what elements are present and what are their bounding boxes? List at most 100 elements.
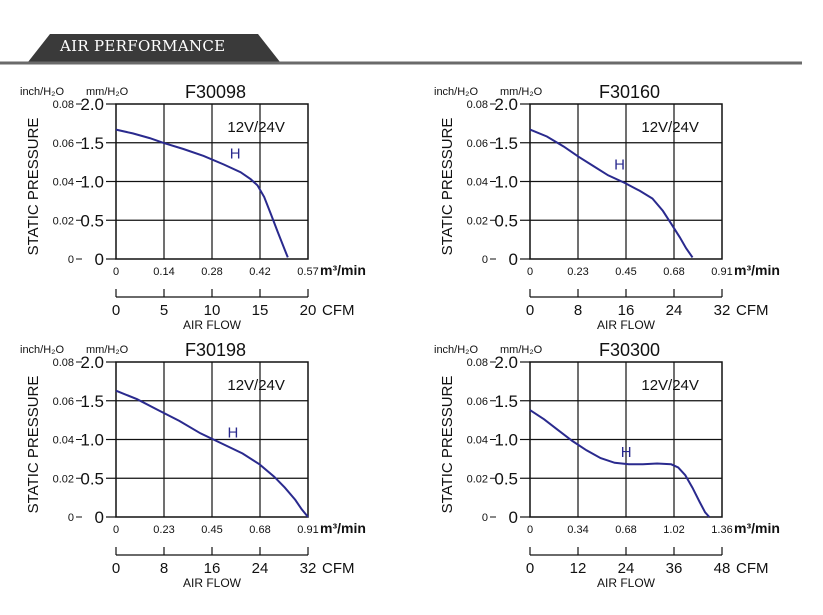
x-unit-m3-label: m³/min	[734, 520, 780, 536]
chart-svg: inch/H₂O mm/H₂O F30098 STATIC PRESSURE 2.0 0.…	[20, 82, 366, 332]
voltage-label: 12V/24V	[641, 119, 699, 136]
x-unit-m3-label: m³/min	[734, 262, 780, 278]
chart-svg: inch/H₂O mm/H₂O F30300 STATIC PRESSURE 2.0 0.…	[434, 340, 780, 590]
y-tick-label-inch: 0	[68, 512, 74, 524]
x-tick-label-cfm: 24	[618, 560, 635, 577]
section-title: AIR PERFORMANCE	[60, 37, 226, 55]
y-tick-label-mm: 0	[509, 508, 518, 527]
x-axis-label: AIR FLOW	[597, 576, 656, 590]
unit-inch-label: inch/H₂O	[20, 344, 64, 356]
curve-label: H	[621, 444, 632, 461]
chart-title: F30098	[185, 82, 246, 102]
y-tick-label-inch: 0	[68, 254, 74, 266]
x-unit-cfm-label: CFM	[322, 302, 355, 319]
y-tick-label-inch: 0.08	[53, 357, 74, 369]
y-tick-label-inch: 0	[482, 512, 488, 524]
y-tick-label-mm: 1.0	[80, 431, 104, 450]
x-tick-label-m3: 0.42	[249, 266, 270, 278]
x-unit-cfm-label: CFM	[736, 302, 769, 319]
y-tick-label-inch: 0.06	[53, 138, 74, 150]
x-tick-label-cfm: 0	[112, 560, 120, 577]
unit-inch-label: inch/H₂O	[20, 86, 64, 98]
y-tick-label-inch: 0.08	[53, 99, 74, 111]
unit-mm-label: mm/H₂O	[500, 344, 543, 356]
x-tick-label-cfm: 12	[570, 560, 587, 577]
y-tick-label-mm: 0	[95, 250, 104, 269]
x-tick-label-m3: 1.02	[663, 524, 684, 536]
x-tick-label-m3: 0	[113, 266, 119, 278]
x-tick-label-cfm: 0	[526, 560, 534, 577]
performance-curve-h	[115, 389, 309, 518]
y-tick-label-mm: 1.0	[494, 173, 518, 192]
x-tick-label-m3: 0.68	[663, 266, 684, 278]
y-axis-label: STATIC PRESSURE	[439, 376, 456, 514]
y-tick-label-mm: 0.5	[494, 211, 518, 230]
y-tick-label-inch: 0.06	[467, 396, 488, 408]
x-tick-label-m3: 0.14	[153, 266, 174, 278]
y-tick-label-mm: 0	[95, 508, 104, 527]
section-header: AIR PERFORMANCE	[0, 0, 823, 70]
unit-inch-label: inch/H₂O	[434, 344, 478, 356]
x-unit-m3-label: m³/min	[320, 262, 366, 278]
y-tick-label-inch: 0.02	[467, 473, 488, 485]
y-tick-label-inch: 0.06	[467, 138, 488, 150]
header-banner	[0, 34, 802, 65]
header-tab-shape	[28, 34, 280, 62]
y-tick-label-mm: 2.0	[494, 95, 518, 114]
x-tick-label-m3: 0.68	[249, 524, 270, 536]
unit-mm-label: mm/H₂O	[86, 344, 129, 356]
chart-panel-f30160: inch/H₂O mm/H₂O F30160 STATIC PRESSURE 2.0 0.…	[434, 82, 823, 342]
y-tick-label-mm: 0.5	[80, 469, 104, 488]
x-axis-label: AIR FLOW	[597, 318, 656, 332]
x-tick-label-cfm: 20	[300, 302, 317, 319]
y-tick-label-mm: 2.0	[494, 353, 518, 372]
chart-panel-f30098: inch/H₂O mm/H₂O F30098 STATIC PRESSURE 2.0 0.…	[20, 82, 420, 342]
x-tick-label-m3: 0.45	[201, 524, 222, 536]
y-tick-label-mm: 1.0	[494, 431, 518, 450]
unit-mm-label: mm/H₂O	[500, 86, 543, 98]
x-axis-label: AIR FLOW	[183, 318, 242, 332]
chart-svg: inch/H₂O mm/H₂O F30160 STATIC PRESSURE 2.0 0.…	[434, 82, 780, 332]
x-tick-label-cfm: 32	[714, 302, 731, 319]
chart-title: F30300	[599, 340, 660, 360]
chart-panel-f30198: inch/H₂O mm/H₂O F30198 STATIC PRESSURE 2.0 0.…	[20, 340, 420, 600]
x-tick-label-m3: 0.34	[567, 524, 588, 536]
x-tick-label-cfm: 10	[204, 302, 221, 319]
x-tick-label-cfm: 32	[300, 560, 317, 577]
y-tick-label-inch: 0.02	[53, 215, 74, 227]
y-tick-label-inch: 0.02	[53, 473, 74, 485]
y-tick-label-mm: 1.5	[80, 134, 104, 153]
x-tick-label-cfm: 5	[160, 302, 168, 319]
chart-title: F30198	[185, 340, 246, 360]
x-unit-cfm-label: CFM	[736, 560, 769, 577]
y-tick-label-mm: 1.5	[494, 392, 518, 411]
x-tick-label-m3: 0.23	[153, 524, 174, 536]
x-tick-label-cfm: 8	[160, 560, 168, 577]
y-tick-label-mm: 0.5	[80, 211, 104, 230]
curve-label: H	[614, 156, 625, 173]
chart-svg: inch/H₂O mm/H₂O F30198 STATIC PRESSURE 2.0 0.…	[20, 340, 366, 590]
x-tick-label-cfm: 0	[112, 302, 120, 319]
x-tick-label-m3: 0.23	[567, 266, 588, 278]
x-tick-label-m3: 0.68	[615, 524, 636, 536]
y-tick-label-mm: 1.0	[80, 173, 104, 192]
x-tick-label-m3: 0	[527, 524, 533, 536]
y-tick-label-inch: 0.06	[53, 396, 74, 408]
x-unit-cfm-label: CFM	[322, 560, 355, 577]
performance-curve-h	[529, 409, 711, 518]
x-tick-label-m3: 0.57	[297, 266, 318, 278]
voltage-label: 12V/24V	[641, 377, 699, 394]
x-tick-label-m3: 0.45	[615, 266, 636, 278]
x-tick-label-cfm: 24	[666, 302, 683, 319]
y-tick-label-inch: 0	[482, 254, 488, 266]
y-axis-label: STATIC PRESSURE	[439, 118, 456, 256]
x-tick-label-m3: 0.91	[297, 524, 318, 536]
x-tick-label-cfm: 24	[252, 560, 269, 577]
voltage-label: 12V/24V	[227, 377, 285, 394]
y-tick-label-mm: 2.0	[80, 95, 104, 114]
chart-panel-f30300: inch/H₂O mm/H₂O F30300 STATIC PRESSURE 2.0 0.…	[434, 340, 823, 600]
x-tick-label-m3: 1.36	[711, 524, 732, 536]
curve-label: H	[227, 424, 238, 441]
y-tick-label-inch: 0.02	[467, 215, 488, 227]
performance-curve-h	[529, 128, 694, 258]
